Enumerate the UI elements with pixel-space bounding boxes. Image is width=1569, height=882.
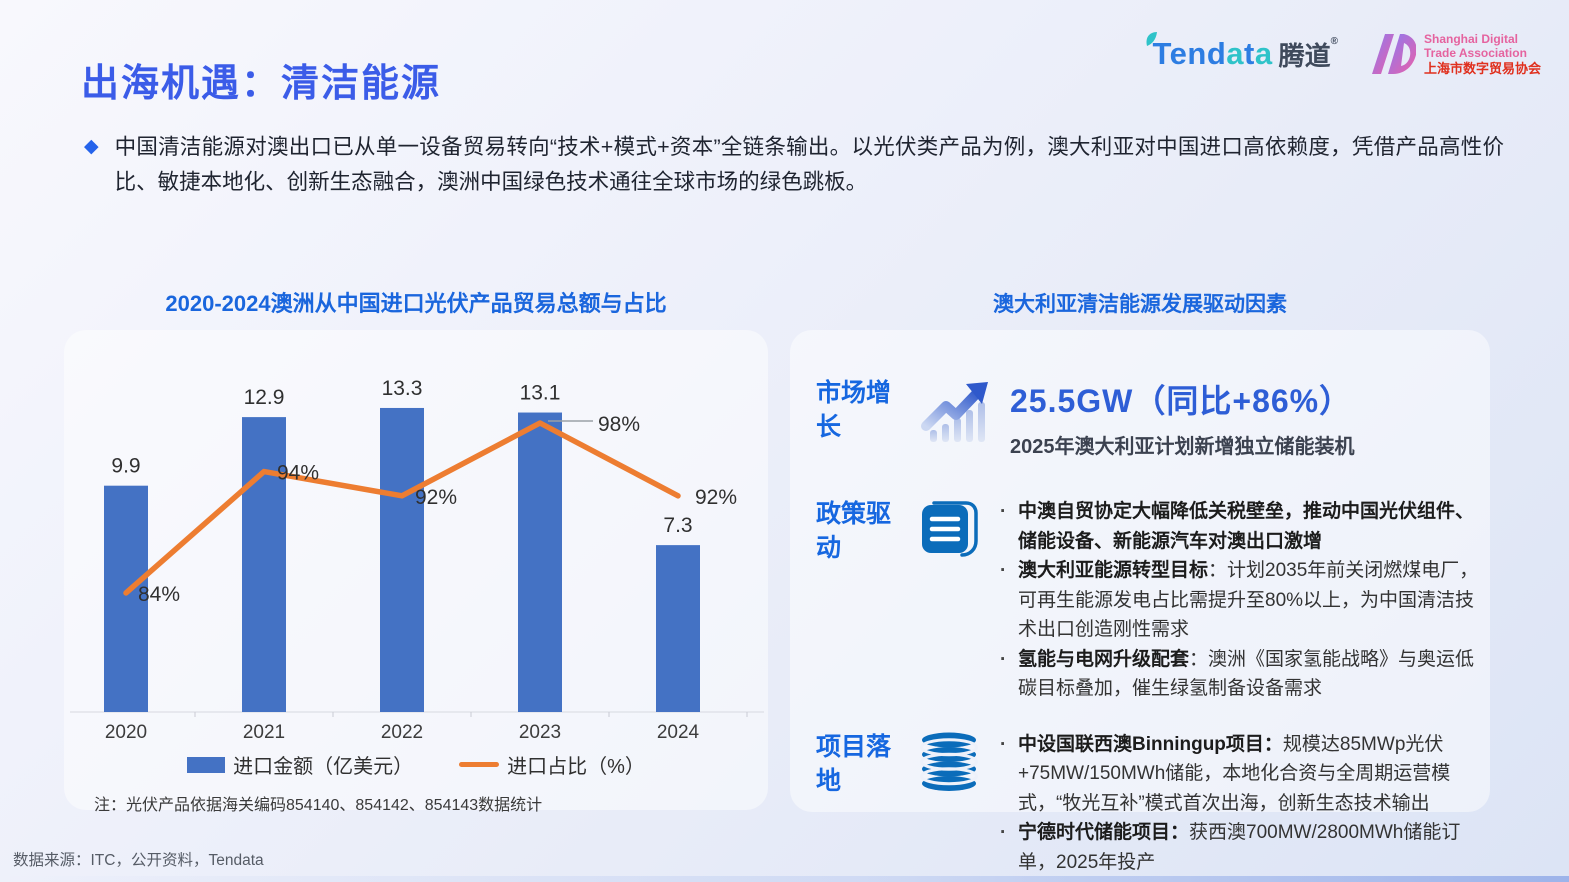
tendata-part: t (1244, 35, 1255, 71)
tendata-part: a (1254, 35, 1273, 71)
chart-title: 2020-2024澳洲从中国进口光伏产品贸易总额与占比 (165, 291, 667, 316)
policy-bullet: 中澳自贸协定大幅降低关税壁垒，推动中国光伏组件、储能设备、新能源汽车对澳出口激增 (998, 497, 1490, 556)
svg-text:7.3: 7.3 (663, 514, 692, 537)
tendata-cn-label: 腾道® (1279, 36, 1338, 73)
bullet-lead: 中澳自贸协定大幅降低关税壁垒，推动中国光伏组件、储能设备、新能源汽车对澳出口激增 (1018, 501, 1475, 552)
intro-paragraph: 中国清洁能源对澳出口已从单一设备贸易转向“技术+模式+资本”全链条输出。以光伏类… (114, 135, 1504, 194)
bottom-accent-strip (0, 876, 1569, 882)
svg-text:9.9: 9.9 (111, 455, 140, 478)
header-logos: Tendata 腾道® Shanghai Digital Trade Assoc… (1137, 28, 1541, 80)
intro-block: ◆ 中国清洁能源对澳出口已从单一设备贸易转向“技术+模式+资本”全链条输出。以光… (84, 130, 1504, 200)
market-headline: 25.5GW（同比+86%） (1010, 383, 1353, 419)
policy-bullet-list: 中澳自贸协定大幅降低关税壁垒，推动中国光伏组件、储能设备、新能源汽车对澳出口激增… (998, 497, 1490, 704)
driver-row-market: 市场增长 25.5GW（同比+86%） 2025年澳大利 (790, 376, 1490, 459)
svg-text:2024: 2024 (657, 722, 700, 743)
tendata-logo: Tendata 腾道® (1137, 31, 1338, 73)
svg-text:92%: 92% (415, 486, 457, 509)
database-icon (920, 732, 978, 791)
bullet-rest: 获西澳700MW/2800MWh储能订单，2025年投产 (1018, 822, 1461, 873)
project-bullet-list: 中设国联西澳Binningup项目：规模达85MWp光伏+75MW/150MWh… (998, 730, 1490, 878)
svg-text:2023: 2023 (519, 722, 561, 743)
sdta-text-block: Shanghai Digital Trade Association 上海市数字… (1424, 32, 1541, 76)
driver-row-policy: 政策驱动 中澳自贸协定大幅降低关税壁垒，推动中国光伏组件、储能设备、新能源汽车对… (790, 497, 1490, 704)
svg-text:2020: 2020 (105, 722, 147, 743)
policy-bullet: 氢能与电网升级配套：澳洲《国家氢能战略》与奥运低碳目标叠加，催生绿氢制备设备需求 (998, 645, 1490, 704)
svg-text:13.1: 13.1 (520, 382, 561, 405)
project-bullet: 宁德时代储能项目：获西澳700MW/2800MWh储能订单，2025年投产 (998, 818, 1490, 877)
svg-text:94%: 94% (277, 462, 319, 485)
page-title: 出海机遇：清洁能源 (81, 63, 442, 105)
bullet-lead: 澳大利亚能源转型目标 (1018, 560, 1209, 581)
bar-swatch-icon (187, 756, 226, 773)
chart-card: 9.9 2020 12.9 2021 13.3 2022 13.1 2023 7.3 2024 84… (64, 330, 768, 814)
bullet-rest: ：澳洲《国家氢能战略》与奥运低碳目标叠加，催生绿氢制备设备需求 (1018, 648, 1475, 700)
chart-legend: 进口金额（亿美元） 进口占比（%） (64, 750, 768, 779)
legend-item-bar: 进口金额（亿美元） (187, 750, 413, 779)
policy-bullet: 澳大利亚能源转型目标：计划2035年前关闭燃煤电厂，可再生能源发电占比需提升至8… (998, 556, 1490, 645)
bullet-rest: ：计划2035年前关闭燃煤电厂，可再生能源发电占比需提升至80%以上，为中国清洁… (1018, 560, 1479, 640)
drivers-panel-card: 市场增长 25.5GW（同比+86%） 2025年澳大利 (790, 330, 1490, 873)
svg-text:2021: 2021 (243, 722, 285, 743)
tendata-leaf-icon (1146, 31, 1157, 46)
bullet-lead: 中设国联西澳Binningup项目： (1018, 733, 1283, 755)
sdta-en-line2: Trade Association (1423, 46, 1527, 60)
project-bullet: 中设国联西澳Binningup项目：规模达85MWp光伏+75MW/150MWh… (998, 730, 1490, 819)
market-subline: 2025年澳大利亚计划新增独立储能装机 (1010, 436, 1355, 458)
registered-mark: ® (1330, 35, 1338, 47)
svg-text:12.9: 12.9 (244, 386, 285, 409)
project-landing-label: 项目落地 (816, 732, 892, 795)
bullet-rest: 规模达85MWp光伏+75MW/150MWh储能，本地化合资与全周期运营模式，“… (1018, 733, 1451, 814)
chart-footnote: 注：光伏产品依据海关编码854140、854142、854143数据统计 (94, 797, 543, 814)
legend-bar-label: 进口金额（亿美元） (233, 756, 414, 778)
trend-up-icon (921, 382, 988, 442)
svg-text:84%: 84% (138, 583, 180, 606)
market-growth-texts: 25.5GW（同比+86%） 2025年澳大利亚计划新增独立储能装机 (1010, 376, 1355, 459)
sdta-mark-icon (1371, 34, 1416, 74)
bullet-lead: 宁德时代储能项目： (1018, 822, 1190, 843)
svg-text:2022: 2022 (381, 722, 423, 743)
tendata-cn-text: 腾道 (1278, 40, 1331, 71)
sdta-en-line1: Shanghai Digital (1423, 32, 1518, 46)
svg-text:13.3: 13.3 (382, 377, 423, 400)
document-icon (922, 501, 978, 557)
svg-text:92%: 92% (695, 486, 737, 509)
sdta-logo: Shanghai Digital Trade Association 上海市数字… (1364, 28, 1541, 80)
svg-text:98%: 98% (598, 413, 640, 436)
combo-chart: 9.9 2020 12.9 2021 13.3 2022 13.1 2023 7.3 2024 84… (70, 377, 764, 743)
tendata-part: a (1226, 35, 1245, 71)
legend-item-line: 进口占比（%） (459, 750, 645, 779)
tendata-part: Tend (1152, 35, 1227, 71)
market-growth-label: 市场增长 (816, 379, 892, 441)
sdta-cn-line: 上海市数字贸易协会 (1423, 61, 1541, 76)
tendata-wordmark: Tendata (1153, 36, 1273, 72)
data-source-line: 数据来源：ITC，公开资料，Tendata (13, 852, 264, 869)
panel-title: 澳大利亚清洁能源发展驱动因素 (993, 293, 1287, 316)
driver-row-project: 项目落地 中设国联西澳Binningup项目：规模达85MWp光伏+75MW/1… (790, 730, 1490, 878)
legend-line-label: 进口占比（%） (507, 756, 645, 778)
line-swatch-icon (459, 762, 500, 767)
bullet-lead: 氢能与电网升级配套 (1018, 648, 1190, 670)
policy-driven-label: 政策驱动 (816, 500, 892, 562)
diamond-bullet-icon: ◆ (84, 136, 99, 157)
